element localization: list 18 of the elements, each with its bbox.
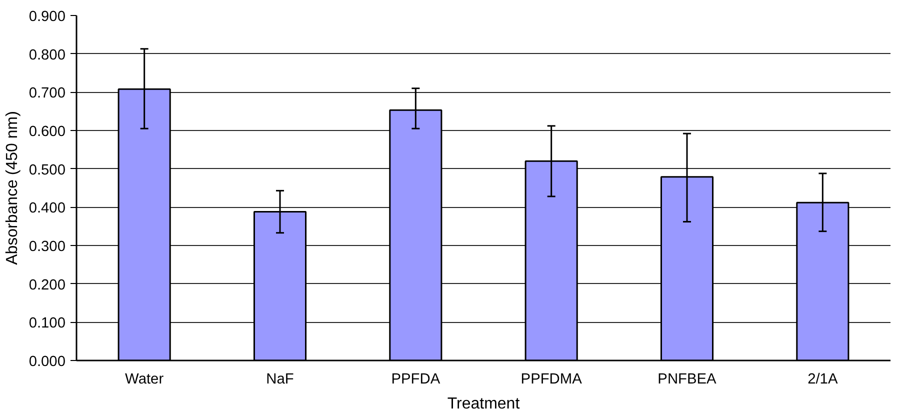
y-tick-label: 0.600 bbox=[28, 124, 66, 140]
x-axis-title: Treatment bbox=[447, 396, 520, 412]
y-tick-label: 0.800 bbox=[28, 47, 66, 64]
x-tick-label: 2/1A bbox=[808, 372, 838, 388]
y-tick-label: 0.100 bbox=[28, 316, 66, 332]
x-tick-label: Water bbox=[125, 372, 164, 388]
y-tick-label: 0.000 bbox=[28, 354, 66, 370]
y-tick-label: 0.900 bbox=[28, 9, 66, 25]
y-tick-label: 0.700 bbox=[28, 86, 66, 102]
y-tick-label: 0.300 bbox=[28, 239, 66, 255]
x-tick-label: PPFDA bbox=[391, 372, 440, 388]
y-tick-label: 0.400 bbox=[28, 200, 66, 217]
y-tick-label: 0.500 bbox=[28, 162, 66, 178]
x-tick-label: PNFBEA bbox=[658, 372, 717, 388]
y-tick-label: 0.200 bbox=[28, 277, 66, 294]
x-tick-label: NaF bbox=[266, 372, 294, 388]
x-tick-label: PPFDMA bbox=[520, 372, 582, 388]
y-axis-title: Absorbance (450 nm) bbox=[4, 111, 21, 265]
